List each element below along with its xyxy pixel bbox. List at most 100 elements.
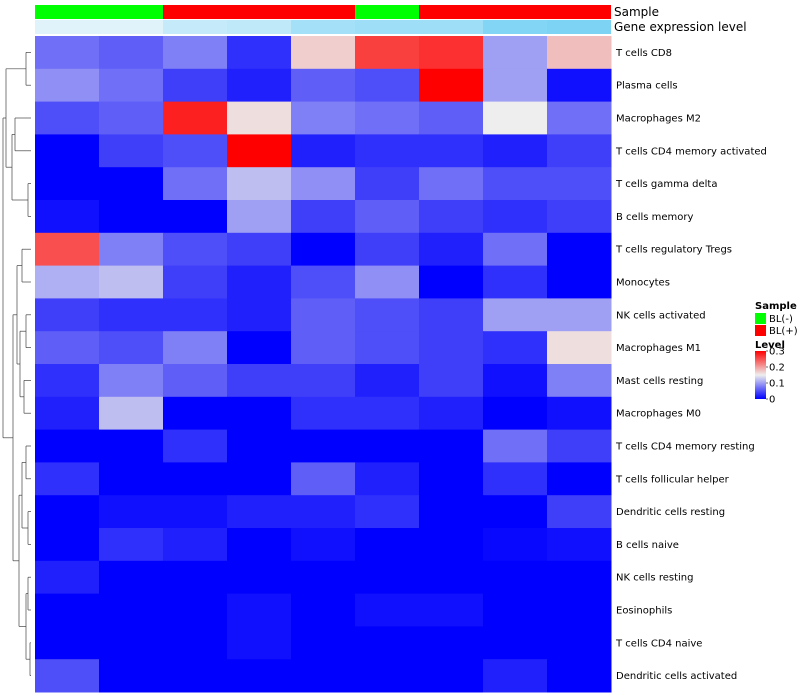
heatmap-cell — [99, 232, 164, 267]
heatmap-cell — [419, 462, 484, 496]
legend-label-bl-pos: BL(+) — [769, 326, 798, 337]
heatmap-cell — [355, 200, 420, 234]
heatmap-cell — [355, 626, 420, 660]
heatmap-cell — [291, 101, 356, 135]
heatmap-cell — [355, 298, 420, 332]
heatmap-cell — [483, 265, 548, 299]
heatmap-cell — [227, 200, 292, 234]
heatmap-cell — [419, 593, 484, 627]
heatmap-cell — [163, 232, 228, 267]
row-dendrogram — [2, 52, 31, 676]
heatmap-cell — [483, 659, 548, 693]
heatmap-cell — [547, 36, 612, 70]
heatmap-cell — [227, 36, 292, 70]
heatmap-cell — [291, 495, 356, 529]
heatmap-cell — [483, 560, 548, 595]
heatmap-cell — [291, 396, 356, 431]
heatmap-cell — [483, 528, 548, 562]
heatmap-cell — [227, 462, 292, 496]
heatmap-cell — [547, 560, 612, 595]
legend-swatch-bl-pos — [755, 325, 766, 336]
heatmap-cell — [99, 167, 164, 201]
heatmap-cell — [419, 560, 484, 595]
legend-level-tick-label: 0.3 — [769, 347, 785, 358]
heatmap-cell — [355, 593, 420, 627]
heatmap-cell — [291, 265, 356, 299]
heatmap-cell — [291, 298, 356, 332]
heatmap-cell — [291, 593, 356, 627]
heatmap-cell — [227, 167, 292, 201]
heatmap-cell — [227, 495, 292, 529]
heatmap-cell — [163, 167, 228, 201]
heatmap-cell — [227, 68, 292, 103]
heatmap-cell — [547, 331, 612, 365]
heatmap-cell — [419, 528, 484, 562]
heatmap-cell — [291, 232, 356, 267]
heatmap-cell — [547, 495, 612, 529]
heatmap-cell — [163, 396, 228, 431]
annotation-sample-cell — [227, 5, 291, 19]
heatmap-cell — [547, 134, 612, 168]
heatmap-cell — [355, 462, 420, 496]
heatmap-cell — [291, 36, 356, 70]
heatmap-cell — [547, 364, 612, 398]
heatmap-cell — [99, 528, 164, 562]
heatmap-cell — [355, 560, 420, 595]
heatmap-cell — [227, 134, 292, 168]
legend: Sample BL(-) BL(+) Level 0.3 0.2 0.1 0 — [755, 301, 798, 406]
row-labels: T cells CD8 Plasma cells Macrophages M2 T c… — [615, 48, 767, 682]
heatmap-cell — [35, 659, 100, 693]
heatmap-cell — [99, 265, 164, 299]
heatmap-cell — [419, 429, 484, 463]
heatmap-cell — [163, 593, 228, 627]
heatmap-cell — [99, 331, 164, 365]
heatmap-cell — [355, 429, 420, 463]
row-label: Macrophages M2 — [616, 114, 701, 125]
heatmap-cell — [99, 429, 164, 463]
heatmap-cell — [163, 495, 228, 529]
annotation-sample-cell — [163, 5, 227, 19]
heatmap-cell — [547, 528, 612, 562]
heatmap-cell — [483, 495, 548, 529]
heatmap-cell — [547, 200, 612, 234]
annotation-expression-cell — [227, 20, 291, 34]
heatmap-cell — [227, 364, 292, 398]
heatmap-cell — [355, 101, 420, 135]
heatmap-cell — [483, 331, 548, 365]
heatmap-cell — [355, 265, 420, 299]
heatmap-cell — [99, 200, 164, 234]
heatmap-cell — [99, 68, 164, 103]
annotation-sample-cell — [99, 5, 163, 19]
heatmap-cell — [419, 36, 484, 70]
heatmap-cell — [291, 68, 356, 103]
legend-level-ticks: 0.3 0.2 0.1 0 — [766, 347, 785, 406]
heatmap-cell — [99, 495, 164, 529]
heatmap-cell — [227, 593, 292, 627]
heatmap-cell — [483, 200, 548, 234]
heatmap-cell — [35, 462, 100, 496]
heatmap-cell — [547, 626, 612, 660]
heatmap-cell — [163, 560, 228, 595]
heatmap-cell — [35, 265, 100, 299]
row-label: Mast cells resting — [616, 376, 703, 387]
heatmap-cell — [227, 429, 292, 463]
annotation-label-gene-expression: Gene expression level — [614, 20, 747, 34]
row-label: T cells CD4 memory activated — [615, 146, 767, 157]
legend-level-tick-label: 0.1 — [769, 379, 785, 390]
heatmap-cell — [291, 462, 356, 496]
row-label: Plasma cells — [616, 81, 678, 92]
row-label: B cells memory — [616, 212, 693, 223]
annotation-expression-cell — [355, 20, 419, 34]
annotation-expression-cell — [35, 20, 99, 34]
heatmap-cell — [547, 298, 612, 332]
heatmap-cell — [355, 232, 420, 267]
row-label: T cells CD4 memory resting — [615, 442, 755, 453]
heatmap-cell — [227, 232, 292, 267]
heatmap-cell — [483, 626, 548, 660]
heatmap-cell — [547, 68, 612, 103]
heatmap-cell — [163, 462, 228, 496]
legend-swatch-bl-neg — [755, 313, 766, 324]
heatmap-cell — [291, 560, 356, 595]
heatmap-cell — [291, 528, 356, 562]
